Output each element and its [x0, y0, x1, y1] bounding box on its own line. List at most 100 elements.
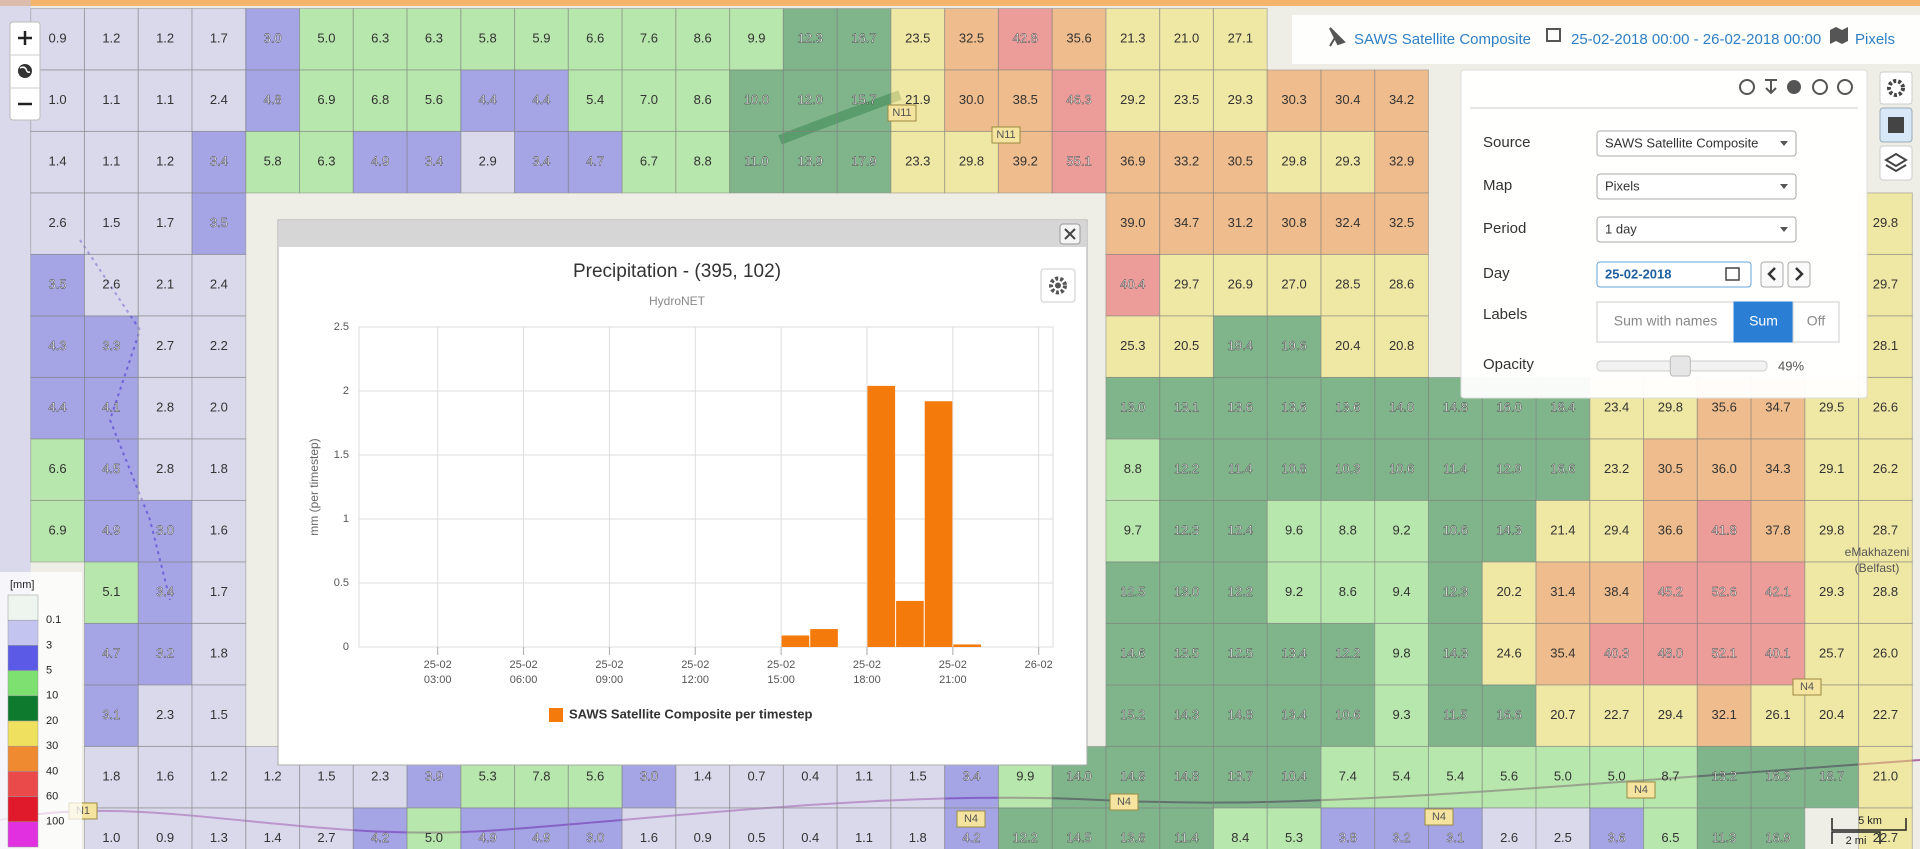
cell-value: 12.2: [1228, 584, 1253, 599]
zoom-in[interactable]: [18, 31, 32, 45]
cell-value: 14.8: [1120, 769, 1145, 784]
cell-value: 22.7: [1604, 707, 1629, 722]
select[interactable]: [1596, 173, 1797, 200]
legend-label: 0.1: [46, 614, 61, 626]
cell-value: 12.4: [1228, 523, 1253, 538]
cell-value: 23.4: [1604, 400, 1629, 415]
map-label: N4: [964, 813, 978, 825]
grid-cell: [1374, 438, 1429, 501]
cell-value: 0.4: [801, 830, 819, 845]
grid-cell: [1320, 69, 1376, 132]
grid-cell: [1858, 376, 1913, 440]
cell-value: 11.4: [1443, 461, 1467, 476]
cell-value: 20.8: [1389, 338, 1414, 353]
globe-button[interactable]: [18, 64, 32, 78]
cell-value: 11.4: [1174, 830, 1198, 845]
x-tick-label: 26-02: [1025, 659, 1053, 671]
grid-cell: [997, 69, 1053, 132]
cell-value: 2.5: [1554, 830, 1572, 845]
cell-value: 33.2: [1174, 154, 1199, 169]
grid-cell: [1858, 807, 1913, 849]
chart-settings-button[interactable]: [1040, 268, 1076, 303]
cell-value: 5.6: [425, 92, 443, 107]
day-arrow[interactable]: [1787, 261, 1811, 288]
grid-cell: [191, 561, 247, 624]
label-option[interactable]: [1596, 301, 1735, 343]
cell-value: 8.6: [694, 31, 712, 46]
grid-cell: [191, 315, 247, 378]
chart-subtitle: HydroNET: [649, 294, 706, 308]
cell-value: 4.4: [479, 92, 497, 107]
select-arrow: [1780, 227, 1788, 232]
cell-value: 2.2: [210, 338, 228, 353]
grid-cell: [1427, 561, 1483, 624]
grid-cell: [83, 684, 139, 747]
cell-value: 23.5: [1174, 92, 1199, 107]
cell-value: 2.7: [156, 338, 174, 353]
select[interactable]: [1596, 216, 1797, 243]
slider-handle[interactable]: [1669, 355, 1691, 377]
legend-label: 40: [46, 765, 58, 777]
grid-cell: [836, 130, 892, 194]
cell-value: 29.8: [1658, 400, 1683, 415]
grid-cell: [1266, 622, 1322, 686]
cell-value: 1.1: [855, 769, 873, 784]
cell-value: 39.0: [1120, 215, 1145, 230]
cell-value: 11.4: [1228, 461, 1252, 476]
cell-value: 1.1: [855, 830, 873, 845]
download-icon[interactable]: [1765, 79, 1777, 95]
cell-value: 21.0: [1174, 31, 1199, 46]
grid-cell: [1374, 499, 1429, 563]
grid-cell: [83, 438, 139, 501]
cell-value: 5.0: [317, 31, 335, 46]
day-arrow[interactable]: [1760, 261, 1784, 288]
scale-km: [1831, 818, 1907, 831]
cell-value: 2.4: [210, 277, 228, 292]
select[interactable]: [1596, 130, 1797, 157]
cell-value: 11.0: [744, 154, 768, 169]
cell-value: 42.1: [1765, 584, 1790, 599]
cell-value: 36.9: [1120, 154, 1145, 169]
grid-cell: [1589, 561, 1645, 624]
cell-value: 3.8: [1339, 830, 1357, 845]
info-icon[interactable]: [1837, 79, 1853, 95]
grid-cell: [191, 438, 247, 501]
grid-cell: [729, 69, 784, 132]
layers-button[interactable]: [1879, 145, 1913, 181]
label-option[interactable]: [1733, 301, 1794, 343]
cell-value: 28.7: [1873, 523, 1898, 538]
grid-cell: [1535, 499, 1591, 563]
cell-value: 7.4: [1339, 769, 1357, 784]
cell-value: 1.5: [102, 215, 120, 230]
cell-value: 30.5: [1228, 154, 1253, 169]
cell-value: 29.8: [959, 154, 984, 169]
cell-value: 3.4: [425, 154, 443, 169]
legend-swatch: [7, 670, 39, 697]
legend-label: 100: [46, 816, 64, 828]
grid-cell: [1481, 807, 1537, 849]
cell-value: 9.2: [1285, 584, 1303, 599]
refresh-icon[interactable]: [1739, 79, 1755, 95]
date-input[interactable]: [1596, 261, 1752, 288]
cell-value: 2.8: [156, 461, 174, 476]
close-button[interactable]: [1059, 223, 1081, 245]
palette-icon[interactable]: [1787, 80, 1801, 94]
cell-value: 9.6: [1285, 523, 1303, 538]
cell-value: 45.2: [1658, 584, 1683, 599]
grid-cell: [1374, 684, 1429, 747]
cell-value: 1.6: [210, 523, 228, 538]
cell-value: 12.5: [1120, 584, 1145, 599]
grid-cell: [1481, 561, 1537, 624]
help-icon[interactable]: [1812, 79, 1828, 95]
cell-value: 32.5: [1389, 215, 1414, 230]
cell-value: 1.5: [909, 769, 927, 784]
cell-value: 14.5: [1066, 830, 1091, 845]
cell-value: 35.6: [1066, 31, 1091, 46]
cell-value: 16.6: [1550, 461, 1575, 476]
label-option[interactable]: [1792, 301, 1840, 343]
road-shield: [1792, 678, 1822, 696]
grid-cell: [1159, 684, 1214, 747]
grid-cell: [1212, 684, 1268, 747]
settings-button[interactable]: [1879, 71, 1913, 105]
globe-detail: [19, 66, 31, 73]
